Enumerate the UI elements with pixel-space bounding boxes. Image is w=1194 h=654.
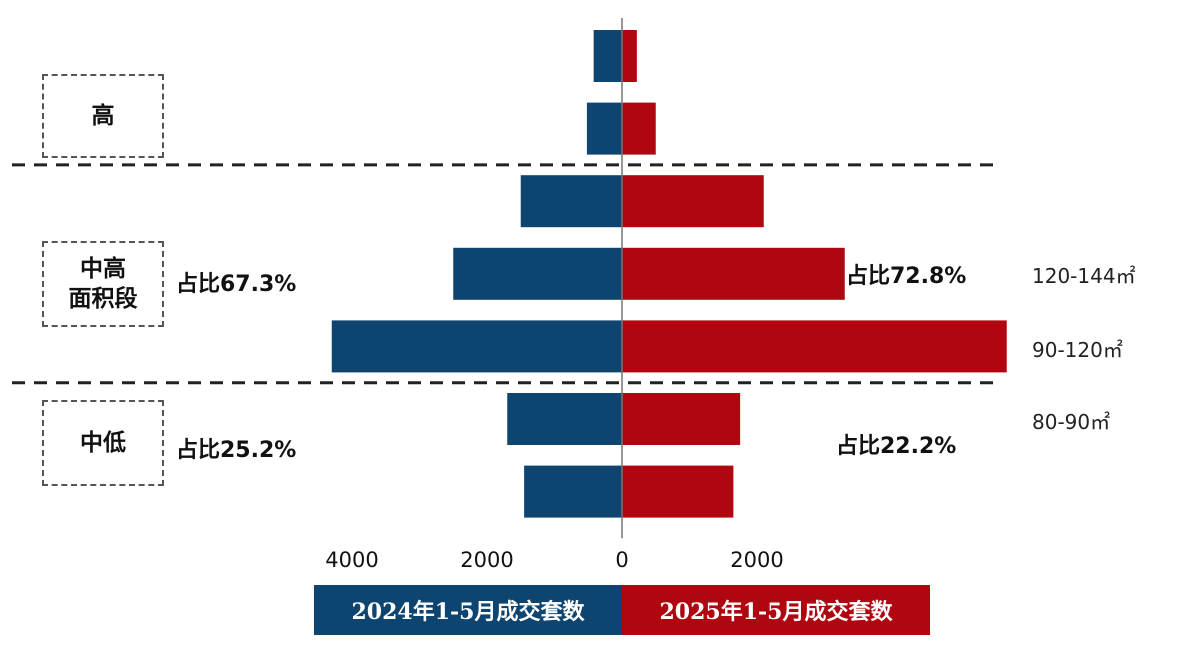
bar-left-row-4: [453, 247, 622, 300]
bar-left-row-5: [331, 320, 622, 373]
bar-left-row-3: [520, 175, 622, 228]
group-label-high-line1: 高: [91, 103, 115, 129]
share-mid-high-2025: 占比72.8%: [846, 264, 967, 289]
group-box-mid-high: 中高 面积段: [42, 241, 164, 327]
bar-right-row-7: [622, 465, 734, 518]
group-label-mid-high-line2: 面积段: [68, 286, 138, 312]
x-tick-label-2: 2000: [460, 548, 513, 572]
group-label-mid-high-line1: 中高: [80, 256, 126, 282]
bar-left-row-7: [524, 465, 622, 518]
x-tick-label-1: 4000: [325, 548, 378, 572]
bar-right-row-3: [622, 175, 764, 228]
x-tick-label-3: 0: [615, 548, 628, 572]
share-mid-high-2024: 占比67.3%: [176, 272, 297, 297]
bar-right-row-4: [622, 247, 845, 300]
row-label-80-90: 80-90㎡: [1032, 410, 1111, 434]
group-label-mid-low-line1: 中低: [80, 430, 126, 456]
share-mid-low-2025: 占比22.2%: [836, 434, 957, 459]
row-label-90-120: 90-120㎡: [1032, 338, 1123, 362]
bar-left-row-6: [507, 393, 622, 445]
bar-right-row-5: [622, 320, 1007, 373]
bar-right-row-6: [622, 393, 741, 445]
x-tick-label-4: 2000: [730, 548, 783, 572]
group-box-high: 高: [42, 74, 164, 158]
share-mid-low-2024: 占比25.2%: [176, 438, 297, 463]
group-box-mid-low: 中低: [42, 400, 164, 486]
bar-right-row-1: [622, 30, 637, 82]
legend-2025: 2025年1-5月成交套数: [622, 585, 930, 635]
bar-left-row-2: [586, 102, 622, 155]
row-label-120-144: 120-144㎡: [1032, 264, 1136, 288]
bar-left-row-1: [593, 30, 622, 82]
bar-right-row-2: [622, 102, 656, 155]
legend-2024: 2024年1-5月成交套数: [314, 585, 622, 635]
